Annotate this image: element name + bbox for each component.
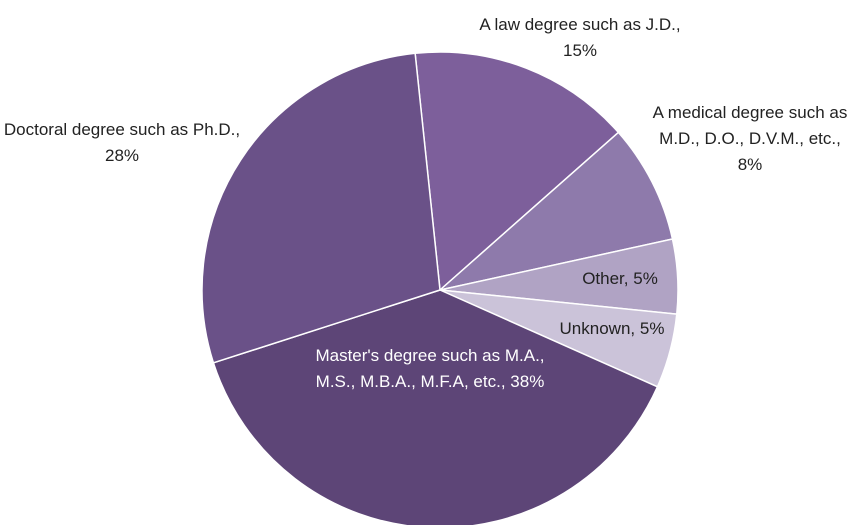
slice-label: A law degree such as J.D., 15% <box>460 12 700 64</box>
slice-value: 28% <box>104 146 140 165</box>
slice-category: A medical degree such as M.D., D.O., D.V… <box>652 103 848 148</box>
slice-value: 15% <box>562 41 598 60</box>
slice-category: Doctoral degree such as Ph.D., <box>3 120 241 139</box>
pie-slice <box>201 52 441 364</box>
slice-value: 5% <box>639 319 665 338</box>
pie-slice <box>437 131 674 292</box>
slice-category: A law degree such as J.D., <box>479 15 681 34</box>
slice-label: Doctoral degree such as Ph.D., 28% <box>0 117 252 169</box>
slice-category: Other, <box>582 269 629 288</box>
pie-slice <box>414 51 620 292</box>
slice-category: Master's degree such as M.A., M.S., M.B.… <box>315 346 545 391</box>
slice-label: A medical degree such as M.D., D.O., D.V… <box>645 100 855 178</box>
slice-label: Other, 5% <box>560 266 680 292</box>
slice-category: Unknown, <box>559 319 636 338</box>
slice-label: Master's degree such as M.A., M.S., M.B.… <box>310 343 550 395</box>
slice-value: 8% <box>737 155 763 174</box>
slice-label: Unknown, 5% <box>542 316 682 342</box>
pie-slice <box>212 289 659 525</box>
slice-value: 38% <box>510 372 545 391</box>
slice-value: 5% <box>633 269 658 288</box>
